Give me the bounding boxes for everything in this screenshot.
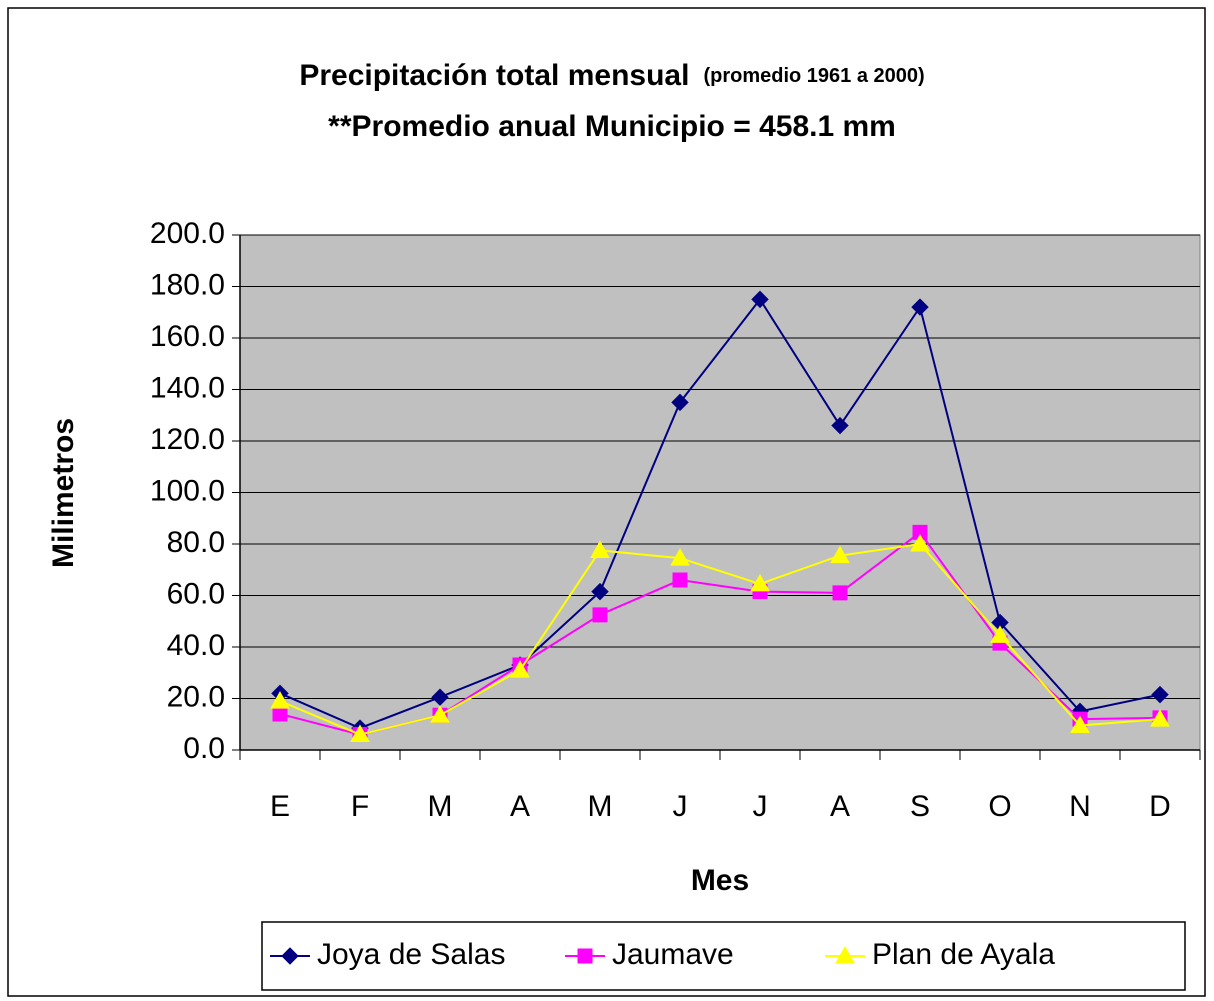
y-tick-label: 160.0 xyxy=(150,320,225,353)
x-tick-label: D xyxy=(1149,790,1171,823)
x-tick-label: J xyxy=(753,790,768,823)
data-point xyxy=(990,625,1010,643)
data-point xyxy=(591,582,609,601)
data-point xyxy=(750,573,770,592)
x-tick-label: A xyxy=(830,790,850,823)
data-point xyxy=(670,548,690,566)
legend-marker xyxy=(281,947,299,965)
data-point xyxy=(831,416,849,435)
legend-label: Joya de Salas xyxy=(317,938,505,971)
x-axis-label: Mes xyxy=(691,864,749,897)
data-point xyxy=(272,706,288,722)
data-point xyxy=(910,533,930,552)
data-point xyxy=(590,540,610,558)
y-tick-label: 60.0 xyxy=(167,577,225,610)
y-tick-label: 200.0 xyxy=(150,217,225,250)
data-point xyxy=(270,691,290,709)
y-tick-label: 140.0 xyxy=(150,371,225,404)
data-point xyxy=(431,688,449,706)
legend-label: Jaumave xyxy=(612,938,734,971)
data-point xyxy=(350,724,370,743)
y-tick-label: 0.0 xyxy=(183,732,225,765)
title-note: (promedio 1961 a 2000) xyxy=(703,65,924,87)
title-main: Precipitación total mensual xyxy=(299,59,689,92)
y-tick-label: 100.0 xyxy=(150,474,225,507)
x-tick-label: F xyxy=(351,790,369,823)
data-point xyxy=(751,290,769,309)
x-tick-label: E xyxy=(270,790,290,823)
y-tick-label: 180.0 xyxy=(150,268,225,301)
chart-title: Precipitación total mensual (promedio 196… xyxy=(299,59,924,92)
series-line xyxy=(279,542,1161,736)
data-point xyxy=(510,660,530,678)
y-tick-label: 40.0 xyxy=(167,629,225,662)
x-tick-label: M xyxy=(428,790,453,823)
data-point xyxy=(912,524,928,540)
x-tick-label: J xyxy=(673,790,688,823)
x-tick-label: O xyxy=(988,790,1011,823)
data-point xyxy=(1151,685,1169,704)
data-point xyxy=(1070,715,1090,734)
legend-box xyxy=(261,921,1186,991)
data-point xyxy=(430,705,450,723)
y-tick-label: 120.0 xyxy=(150,423,225,456)
x-tick-label: S xyxy=(910,790,930,823)
legend-marker xyxy=(577,948,593,964)
data-point xyxy=(671,393,689,412)
data-point xyxy=(592,607,608,623)
y-axis-label: Milimetros xyxy=(47,418,80,568)
data-point xyxy=(832,585,848,601)
legend-label: Plan de Ayala xyxy=(872,938,1055,971)
data-point xyxy=(830,545,850,564)
data-point xyxy=(672,572,688,588)
y-tick-label: 20.0 xyxy=(167,680,225,713)
y-tick-label: 80.0 xyxy=(167,526,225,559)
data-point xyxy=(911,298,929,316)
data-point xyxy=(1150,709,1170,727)
x-tick-label: A xyxy=(510,790,530,823)
x-tick-label: N xyxy=(1069,790,1091,823)
x-tick-label: M xyxy=(588,790,613,823)
series-line xyxy=(279,297,1161,730)
chart-subtitle: **Promedio anual Municipio = 458.1 mm xyxy=(328,110,896,143)
legend-marker xyxy=(835,945,855,964)
